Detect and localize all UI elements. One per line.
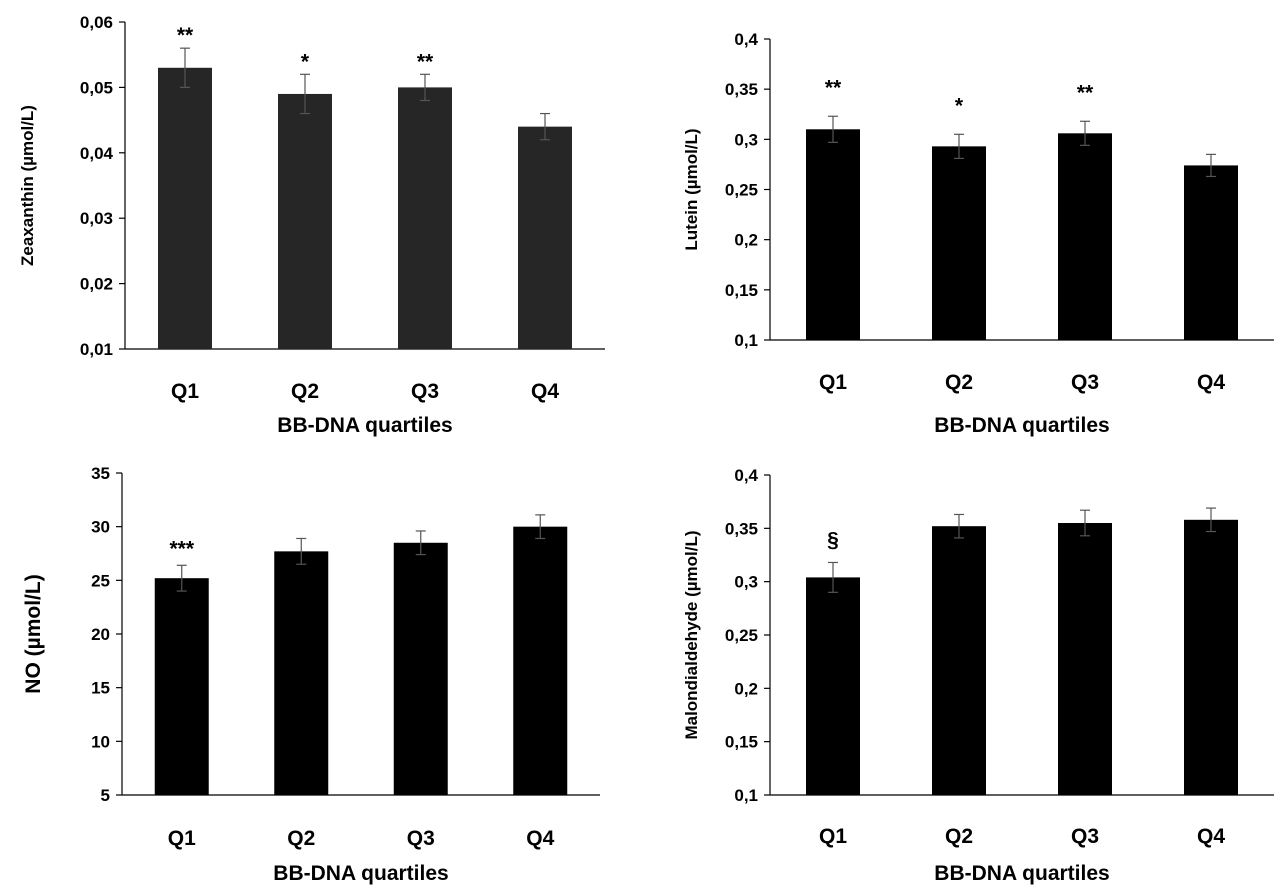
x-tick-label: Q1 bbox=[819, 371, 847, 394]
bar-q3 bbox=[1058, 523, 1112, 795]
y-tick-label: 10 bbox=[91, 732, 110, 751]
significance-marker: ** bbox=[1077, 81, 1094, 104]
chart-panel-4: 0,1 0,15 0,2 0,25 0,3 0,35 0,4 Q1 § Q2 Q3 Q4 BB-DNA … bbox=[682, 466, 1274, 885]
y-tick-label: 0,01 bbox=[80, 340, 113, 359]
y-axis-label: Zeaxanthin (µmol/L) bbox=[18, 105, 37, 266]
chart-panel-3: 5 10 15 20 25 30 35 Q1 *** Q2 Q3 Q4 BB-DNA quartiles… bbox=[22, 464, 600, 885]
bar-q1 bbox=[806, 129, 860, 340]
y-tick-label: 0,02 bbox=[80, 275, 113, 294]
bar-q1 bbox=[158, 67, 212, 349]
x-tick-label: Q1 bbox=[168, 827, 196, 850]
y-tick-label: 0,1 bbox=[734, 786, 758, 805]
y-tick-label: 0,2 bbox=[734, 679, 758, 698]
y-tick-label: 30 bbox=[91, 518, 110, 537]
x-tick-label: Q4 bbox=[531, 380, 559, 403]
x-axis-label: BB-DNA quartiles bbox=[934, 414, 1109, 437]
bar-q2 bbox=[932, 526, 986, 795]
y-tick-label: 15 bbox=[91, 679, 110, 698]
x-tick-label: Q3 bbox=[1071, 825, 1099, 848]
y-axis-label: Lutein (µmol/L) bbox=[682, 128, 701, 250]
x-tick-label: Q4 bbox=[1197, 825, 1225, 848]
y-tick-label: 0,1 bbox=[734, 331, 758, 350]
y-tick-label: 25 bbox=[91, 571, 110, 590]
y-axis-label: NO (µmol/L) bbox=[22, 574, 45, 693]
bar-q2 bbox=[278, 93, 332, 349]
bar-q4 bbox=[1184, 165, 1238, 340]
bar-q1 bbox=[806, 577, 860, 795]
x-tick-label: Q3 bbox=[1071, 371, 1099, 394]
y-axis-label: Malondialdehyde (µmol/L) bbox=[682, 530, 701, 739]
y-tick-label: 0,35 bbox=[725, 519, 758, 538]
significance-marker: * bbox=[955, 94, 964, 117]
y-tick-label: 0,15 bbox=[725, 733, 758, 752]
x-tick-label: Q2 bbox=[287, 827, 315, 850]
y-tick-label: 0,06 bbox=[80, 13, 113, 32]
x-tick-label: Q3 bbox=[407, 827, 435, 850]
x-tick-label: Q2 bbox=[291, 380, 319, 403]
significance-marker: ** bbox=[825, 76, 842, 99]
x-axis-label: BB-DNA quartiles bbox=[277, 414, 452, 437]
x-tick-label: Q2 bbox=[945, 371, 973, 394]
chart-panel-2: 0,1 0,15 0,2 0,25 0,3 0,35 0,4 Q1 ** Q2 * Q3 ** Q4 BB-… bbox=[682, 30, 1274, 437]
bar-q1 bbox=[154, 578, 209, 795]
bar-q4 bbox=[513, 526, 568, 795]
y-tick-label: 0,2 bbox=[734, 231, 758, 250]
y-tick-label: 5 bbox=[101, 786, 110, 805]
y-tick-label: 0,25 bbox=[725, 626, 758, 645]
y-tick-label: 0,4 bbox=[734, 30, 758, 49]
x-tick-label: Q4 bbox=[526, 827, 554, 850]
y-tick-label: 0,04 bbox=[80, 144, 114, 163]
significance-marker: § bbox=[827, 528, 839, 551]
x-tick-label: Q3 bbox=[411, 380, 439, 403]
significance-marker: *** bbox=[169, 537, 194, 560]
y-tick-label: 0,05 bbox=[80, 78, 113, 97]
x-tick-label: Q4 bbox=[1197, 371, 1225, 394]
y-tick-label: 0,15 bbox=[725, 281, 758, 300]
y-tick-label: 0,3 bbox=[734, 573, 758, 592]
bar-q2 bbox=[932, 146, 986, 340]
chart-panel-1: 0,01 0,02 0,03 0,04 0,05 0,06 Q1 ** Q2 * Q3 ** Q4 BB-… bbox=[18, 13, 605, 437]
x-axis-label: BB-DNA quartiles bbox=[934, 862, 1109, 885]
significance-marker: ** bbox=[417, 50, 434, 73]
y-tick-label: 0,35 bbox=[725, 80, 758, 99]
x-tick-label: Q2 bbox=[945, 825, 973, 848]
x-axis-label: BB-DNA quartiles bbox=[273, 862, 448, 885]
y-tick-label: 35 bbox=[91, 464, 110, 483]
y-tick-label: 0,25 bbox=[725, 181, 758, 200]
y-tick-label: 20 bbox=[91, 625, 110, 644]
bar-q3 bbox=[398, 87, 452, 350]
bar-q2 bbox=[274, 551, 329, 795]
y-tick-label: 0,3 bbox=[734, 130, 758, 149]
significance-marker: * bbox=[301, 50, 310, 73]
x-tick-label: Q1 bbox=[819, 825, 847, 848]
bar-q4 bbox=[1184, 519, 1238, 795]
bar-q3 bbox=[1058, 133, 1112, 340]
y-tick-label: 0,03 bbox=[80, 209, 113, 228]
y-tick-label: 0,4 bbox=[734, 466, 758, 485]
significance-marker: ** bbox=[177, 24, 194, 47]
x-tick-label: Q1 bbox=[171, 380, 199, 403]
bar-q3 bbox=[393, 542, 448, 795]
bar-q4 bbox=[518, 126, 572, 349]
